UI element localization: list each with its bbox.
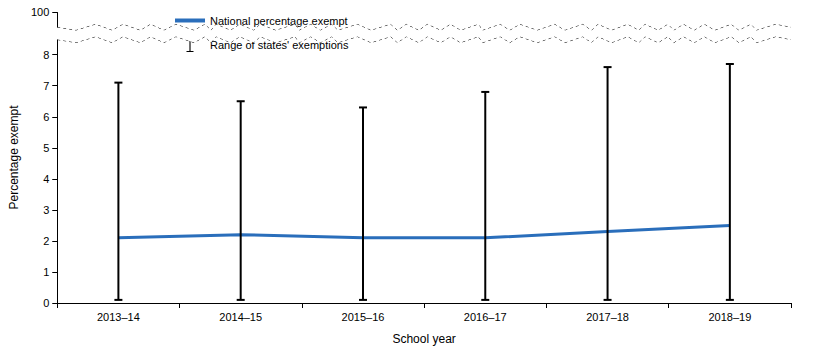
- svg-text:0: 0: [43, 297, 49, 309]
- svg-text:8: 8: [43, 49, 49, 61]
- svg-text:6: 6: [43, 111, 49, 123]
- svg-text:National percentage exempt: National percentage exempt: [210, 15, 348, 27]
- svg-text:7: 7: [43, 80, 49, 92]
- svg-text:2017–18: 2017–18: [586, 311, 629, 323]
- svg-text:2: 2: [43, 235, 49, 247]
- svg-text:2015–16: 2015–16: [342, 311, 385, 323]
- svg-text:2013–14: 2013–14: [97, 311, 140, 323]
- svg-text:5: 5: [43, 142, 49, 154]
- svg-text:3: 3: [43, 204, 49, 216]
- svg-text:Range of states' exemptions: Range of states' exemptions: [210, 39, 349, 51]
- svg-text:1: 1: [43, 266, 49, 278]
- svg-text:Percentage exempt: Percentage exempt: [7, 105, 21, 210]
- svg-text:100: 100: [31, 6, 49, 18]
- svg-text:School year: School year: [392, 332, 455, 346]
- svg-text:2016–17: 2016–17: [464, 311, 507, 323]
- svg-text:2014–15: 2014–15: [219, 311, 262, 323]
- svg-text:4: 4: [43, 173, 49, 185]
- svg-text:2018–19: 2018–19: [708, 311, 751, 323]
